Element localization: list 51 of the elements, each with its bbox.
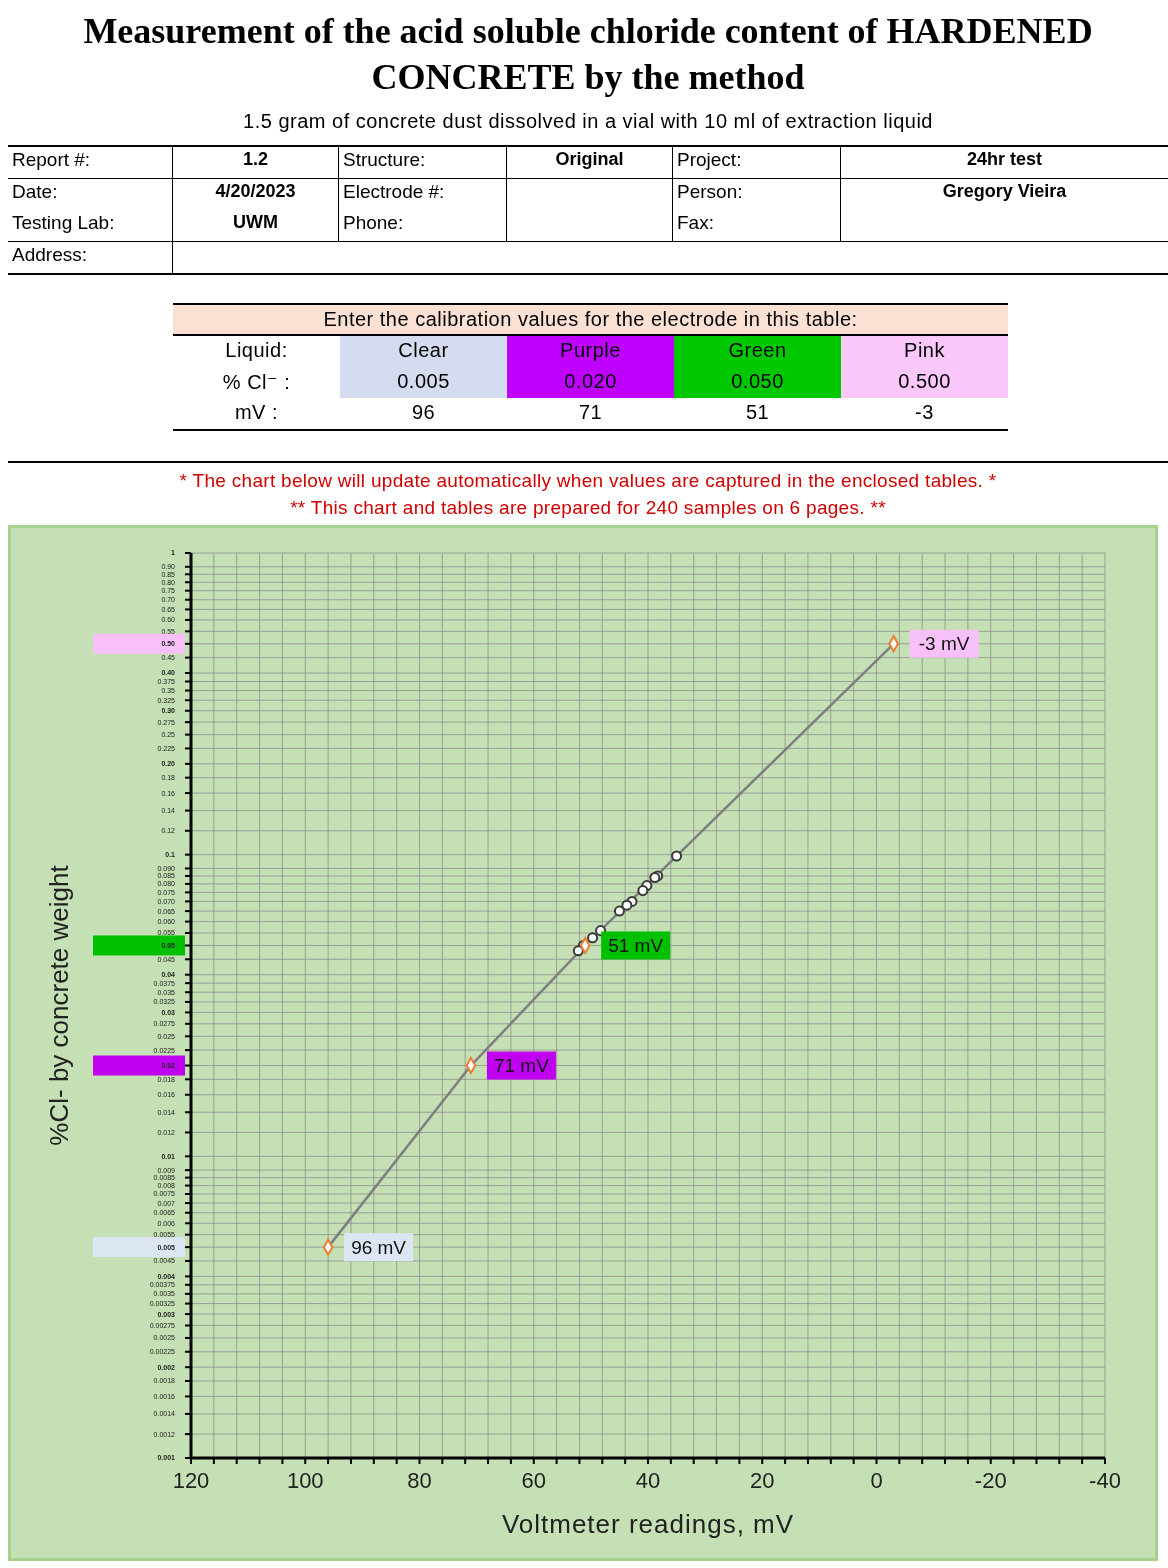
text: Original	[554, 148, 625, 171]
x-tick-label: -40	[1089, 1468, 1121, 1493]
text: 0.020	[507, 367, 674, 398]
text: 96	[340, 398, 507, 429]
text: Report #:	[11, 148, 92, 172]
text: ** This chart and tables are prepared for 240 samples on 6 pages. **	[289, 496, 887, 520]
text: Gregory Vieira	[941, 180, 1068, 203]
text: Person:	[676, 180, 744, 204]
x-tick-label: 100	[286, 1468, 324, 1493]
text: Testing Lab:	[11, 211, 116, 235]
text: % Cl⁻ :	[173, 367, 340, 398]
text: Structure:	[342, 148, 427, 172]
text: Phone:	[342, 211, 405, 235]
text: 71	[507, 398, 674, 429]
text: -3	[841, 398, 1008, 429]
x-tick-label: 0	[870, 1468, 883, 1493]
chart-subtitle: 1.5 gram of concrete dust dissolved in a vial with 10 ml of extraction liquid	[242, 110, 934, 133]
annotation: 96 mV	[351, 1236, 407, 1258]
y-axis-title: %Cl- by concrete weight	[44, 864, 75, 1146]
text: 24hr test	[965, 148, 1043, 171]
x-tick-label: -20	[974, 1468, 1007, 1493]
text: 51	[674, 398, 841, 429]
text: 0.500	[841, 367, 1008, 398]
x-tick-label: 80	[407, 1468, 432, 1493]
text: 1.2	[242, 148, 269, 171]
x-tick-label: 40	[635, 1468, 661, 1493]
text: Address:	[11, 243, 88, 267]
text: Date:	[11, 180, 59, 204]
text: Green	[674, 336, 841, 367]
text: 0.050	[674, 367, 841, 398]
text: Purple	[507, 336, 674, 367]
text: Enter the calibration values for the electrode in this table:	[173, 303, 1008, 336]
text: Clear	[340, 336, 507, 367]
x-tick-label: 120	[172, 1468, 210, 1493]
text: * The chart below will update automatically when values are captured in the enclosed tables. *	[178, 469, 998, 493]
text: Fax:	[676, 211, 715, 235]
annotation: 51 mV	[608, 935, 664, 957]
x-axis-title: Voltmeter readings, mV	[501, 1509, 795, 1539]
text: Electrode #:	[342, 180, 446, 204]
x-tick-label: 20	[750, 1468, 775, 1493]
text: 0.005	[340, 367, 507, 398]
text: mV :	[173, 398, 340, 429]
text: 4/20/2023	[214, 180, 297, 203]
text: Pink	[841, 336, 1008, 367]
text: UWM	[232, 211, 279, 234]
annotation: 71 mV	[493, 1055, 550, 1077]
x-tick-label: 60	[521, 1468, 546, 1493]
text: Project:	[676, 148, 743, 172]
text: Liquid:	[173, 336, 340, 367]
chart-title: Measurement of the acid soluble chloride content of HARDENED CONCRETE by the method	[82, 10, 1094, 99]
annotation: -3 mV	[918, 633, 970, 655]
